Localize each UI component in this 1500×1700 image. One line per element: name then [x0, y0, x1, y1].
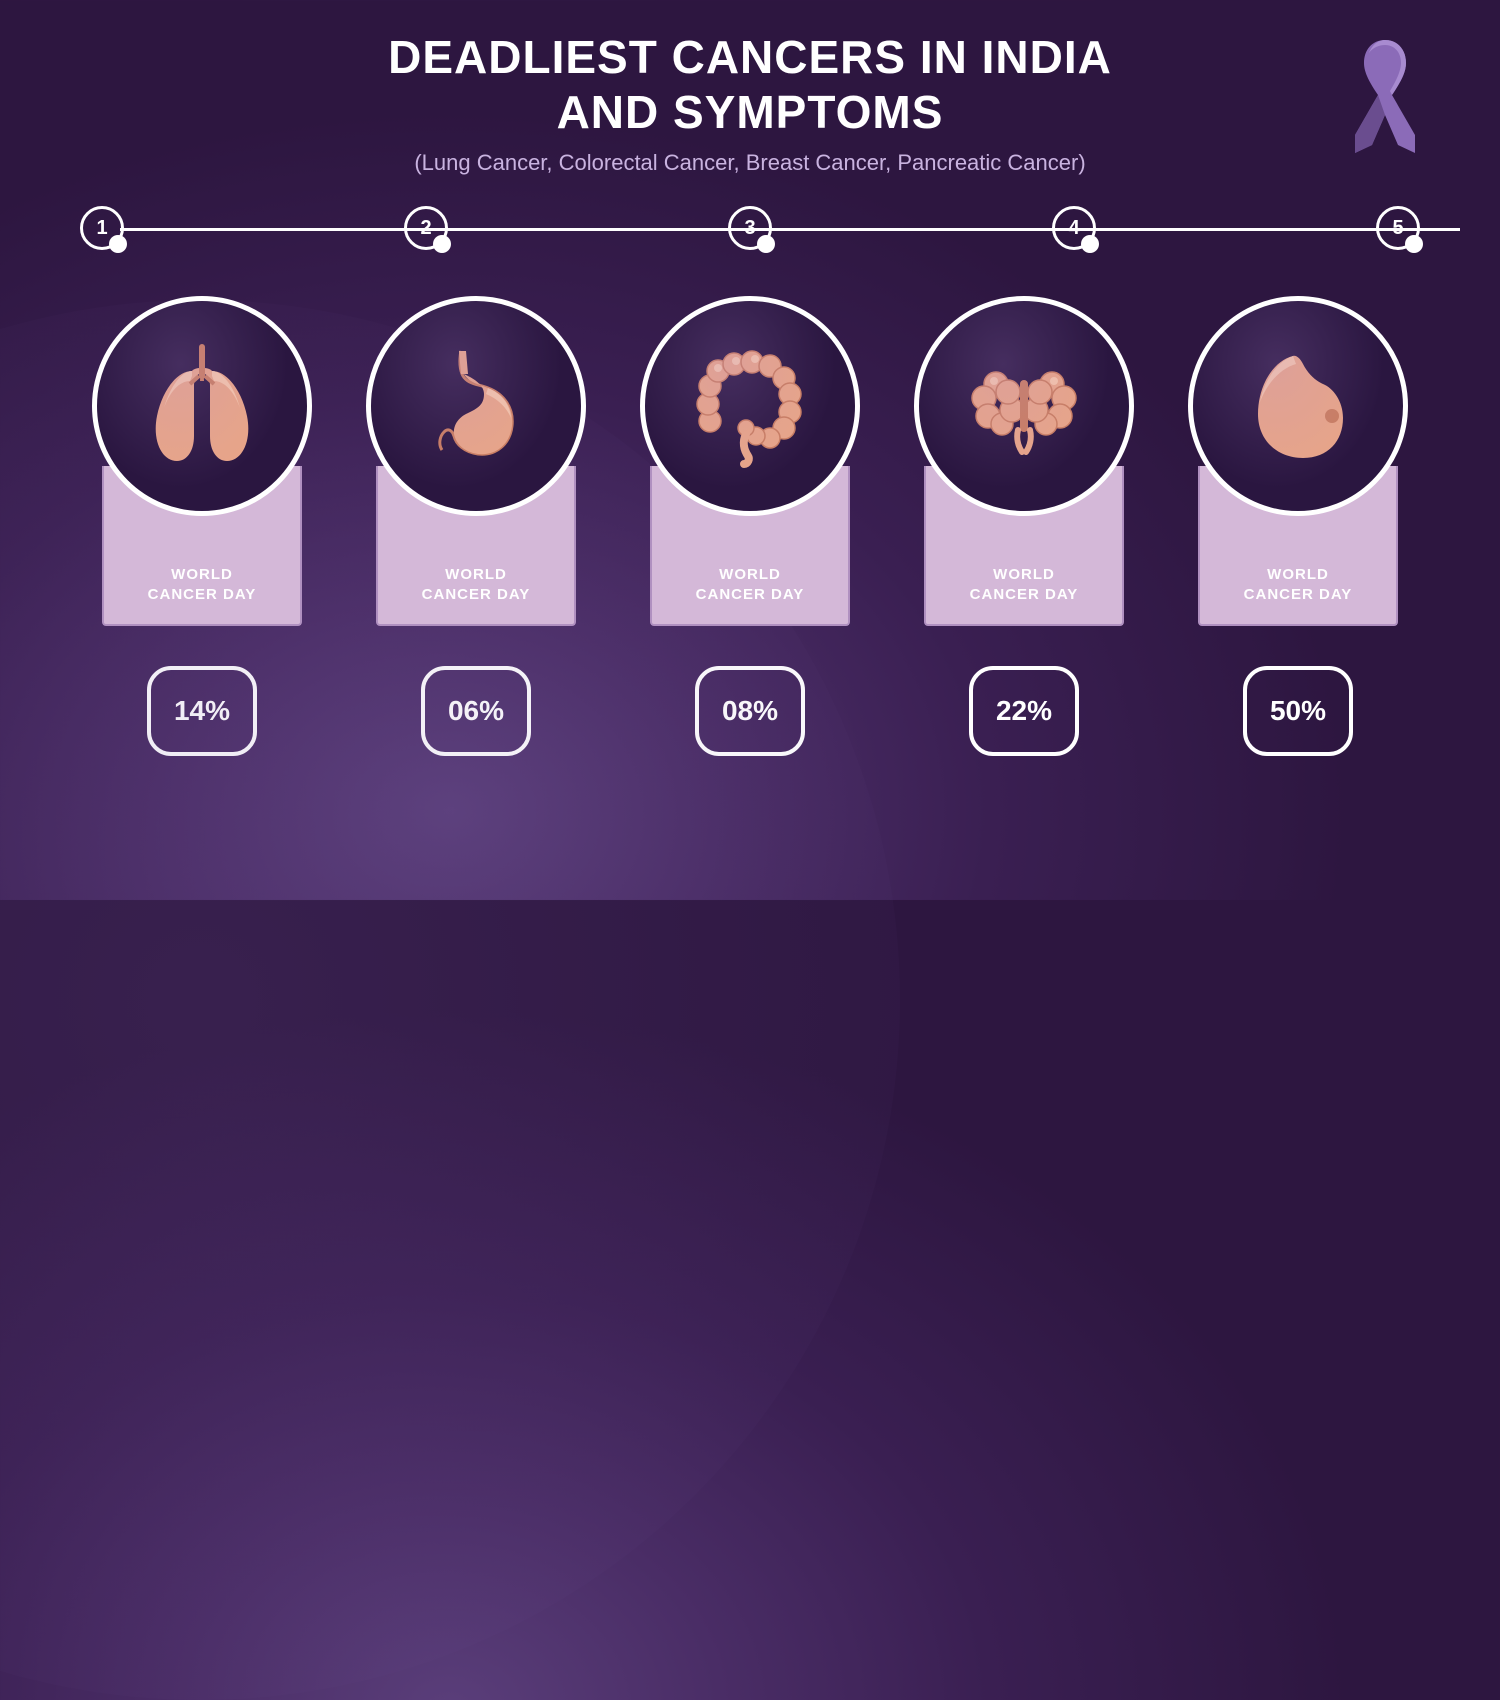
lungs-icon: [132, 336, 272, 476]
node-dot: [109, 235, 127, 253]
node-dot: [1081, 235, 1099, 253]
card-label: WORLDCANCER DAY: [148, 565, 257, 604]
title-line-2: AND SYMPTOMS: [557, 86, 944, 138]
node-number: 5: [1392, 217, 1403, 240]
header: DEADLIEST CANCERS IN INDIA AND SYMPTOMS …: [0, 0, 1500, 176]
cancer-card-breast: WORLDCANCER DAY: [1176, 296, 1420, 626]
cancer-card-lungs: WORLDCANCER DAY: [80, 296, 324, 626]
cards-row: WORLDCANCER DAY WORLDCANCER DAY: [80, 296, 1420, 626]
timeline: 1 2 3 4 5: [80, 206, 1420, 256]
stomach-icon: [406, 336, 546, 476]
cancer-card-brain: WORLDCANCER DAY: [902, 296, 1146, 626]
timeline-node-1: 1: [80, 206, 124, 250]
node-number: 2: [420, 217, 431, 240]
percent-badge-4: 22%: [969, 666, 1079, 756]
node-number: 4: [1068, 217, 1079, 240]
node-number: 3: [744, 217, 755, 240]
timeline-nodes: 1 2 3 4 5: [80, 206, 1420, 250]
organ-circle: [366, 296, 586, 516]
timeline-node-4: 4: [1052, 206, 1096, 250]
percent-badge-5: 50%: [1243, 666, 1353, 756]
page-title: DEADLIEST CANCERS IN INDIA AND SYMPTOMS: [0, 30, 1500, 140]
card-label: WORLDCANCER DAY: [422, 565, 531, 604]
organ-circle: [914, 296, 1134, 516]
page-subtitle: (Lung Cancer, Colorectal Cancer, Breast …: [0, 150, 1500, 176]
organ-circle: [640, 296, 860, 516]
card-label: WORLDCANCER DAY: [970, 565, 1079, 604]
organ-circle: [92, 296, 312, 516]
node-dot: [1405, 235, 1423, 253]
card-label: WORLDCANCER DAY: [1244, 565, 1353, 604]
node-dot: [433, 235, 451, 253]
timeline-node-2: 2: [404, 206, 448, 250]
awareness-ribbon-icon: [1340, 35, 1430, 155]
node-number: 1: [96, 217, 107, 240]
organ-circle: [1188, 296, 1408, 516]
brain-icon: [954, 336, 1094, 476]
timeline-node-5: 5: [1376, 206, 1420, 250]
colon-icon: [680, 336, 820, 476]
node-dot: [757, 235, 775, 253]
title-line-1: DEADLIEST CANCERS IN INDIA: [388, 31, 1112, 83]
card-label: WORLDCANCER DAY: [696, 565, 805, 604]
cancer-card-stomach: WORLDCANCER DAY: [354, 296, 598, 626]
percent-box: 50%: [1176, 666, 1420, 756]
timeline-node-3: 3: [728, 206, 772, 250]
cancer-card-colon: WORLDCANCER DAY: [628, 296, 872, 626]
percent-box: 22%: [902, 666, 1146, 756]
breast-icon: [1228, 336, 1368, 476]
